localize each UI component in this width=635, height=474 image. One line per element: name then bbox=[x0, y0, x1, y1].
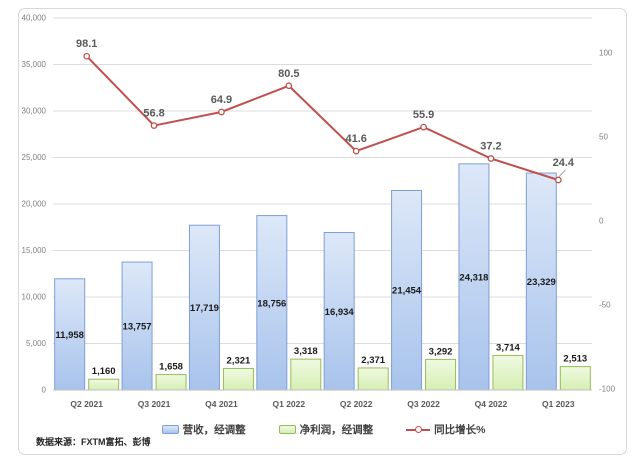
growth-line bbox=[85, 55, 559, 181]
revenue-bar-label: 24,318 bbox=[459, 272, 488, 283]
left-axis-tick: 35,000 bbox=[22, 60, 47, 69]
right-axis-tick: 0 bbox=[599, 217, 604, 226]
legend-label-growth: 同比增长% bbox=[434, 423, 486, 436]
legend-label-revenue: 营收，经调整 bbox=[182, 423, 246, 436]
legend-item-revenue: 营收，经调整 bbox=[161, 422, 246, 437]
line-marker-icon bbox=[406, 425, 431, 434]
legend-label-profit: 净利润，经调整 bbox=[299, 423, 374, 436]
profit-bar-label: 1,658 bbox=[159, 362, 183, 373]
left-axis-tick: 20,000 bbox=[22, 200, 47, 209]
profit-bar-label: 2,513 bbox=[563, 354, 587, 365]
profit-bar-label: 3,714 bbox=[496, 342, 520, 353]
right-axis-tick: -100 bbox=[599, 385, 616, 394]
growth-marker bbox=[150, 122, 158, 129]
right-axis-tick: 100 bbox=[599, 49, 613, 58]
left-axis-tick: 10,000 bbox=[22, 293, 47, 302]
revenue-bar bbox=[525, 172, 557, 391]
growth-label: 24.4 bbox=[553, 157, 575, 169]
category-label: Q4 2022 bbox=[475, 399, 508, 409]
axis-tick-labels: 0 5,000 10,000 15,000 20,000 25,000 30,000 35,0… bbox=[22, 14, 616, 410]
label-leader-line bbox=[558, 169, 566, 178]
profit-bar bbox=[88, 378, 120, 391]
revenue-bar bbox=[54, 278, 86, 391]
profit-bar-label: 2,371 bbox=[361, 355, 385, 366]
revenue-bar bbox=[188, 224, 220, 391]
bar-series bbox=[54, 163, 591, 391]
revenue-bar-label: 17,719 bbox=[190, 303, 219, 314]
source-note: 数据来源：FXTM富拓、彭博 bbox=[36, 437, 151, 447]
data-labels: 11,958 13,757 17,719 18,756 16,934 21,454 24,3… bbox=[55, 38, 587, 377]
growth-marker bbox=[420, 123, 427, 131]
revenue-bar-label: 18,756 bbox=[257, 298, 286, 309]
profit-bar-label: 1,160 bbox=[92, 366, 116, 377]
profit-bar bbox=[492, 354, 524, 391]
revenue-bar-label: 21,454 bbox=[392, 286, 422, 297]
growth-label: 98.1 bbox=[76, 38, 97, 50]
growth-marker bbox=[487, 155, 495, 162]
growth-label: 80.5 bbox=[278, 68, 299, 80]
category-label: Q3 2021 bbox=[138, 399, 171, 409]
category-label: Q3 2022 bbox=[407, 399, 440, 409]
right-axis-tick: 50 bbox=[599, 133, 608, 142]
category-label: Q1 2022 bbox=[273, 399, 306, 409]
revenue-bar bbox=[391, 189, 423, 391]
revenue-bar bbox=[323, 232, 355, 391]
growth-label: 64.9 bbox=[211, 94, 232, 106]
chart-frame: 11,958 13,757 17,719 18,756 16,934 21,454 24,3… bbox=[18, 8, 627, 455]
profit-bar-label: 3,318 bbox=[294, 346, 318, 357]
right-axis-tick: -50 bbox=[599, 301, 611, 310]
revenue-bar-label: 16,934 bbox=[325, 307, 355, 318]
revenue-bar bbox=[256, 215, 288, 391]
profit-bar bbox=[290, 358, 322, 391]
revenue-bar bbox=[458, 163, 490, 391]
growth-marker bbox=[554, 176, 562, 184]
profit-bar bbox=[425, 358, 457, 391]
category-label: Q2 2021 bbox=[70, 399, 103, 409]
growth-label: 56.8 bbox=[143, 108, 164, 120]
category-label: Q2 2022 bbox=[340, 399, 373, 409]
growth-marker bbox=[218, 108, 225, 116]
revenue-swatch-icon bbox=[161, 424, 179, 434]
left-axis-tick: 0 bbox=[42, 386, 47, 395]
growth-marker bbox=[83, 52, 91, 60]
revenue-bar-label: 13,757 bbox=[123, 322, 152, 333]
left-axis-tick: 40,000 bbox=[22, 14, 47, 23]
profit-bar bbox=[222, 367, 254, 391]
profit-swatch-icon bbox=[278, 424, 296, 434]
legend-item-growth: 同比增长% bbox=[406, 422, 485, 437]
category-label: Q4 2021 bbox=[205, 399, 238, 409]
category-label: Q1 2023 bbox=[542, 399, 575, 409]
left-axis-tick: 15,000 bbox=[22, 246, 47, 255]
profit-bar bbox=[155, 374, 187, 391]
left-axis-tick: 30,000 bbox=[22, 107, 47, 116]
growth-marker bbox=[352, 147, 360, 155]
profit-bar-label: 2,321 bbox=[227, 355, 251, 366]
profit-bar-label: 3,292 bbox=[429, 346, 453, 357]
left-axis-tick: 25,000 bbox=[22, 153, 47, 162]
growth-label: 37.2 bbox=[480, 141, 501, 153]
growth-label: 55.9 bbox=[413, 109, 434, 121]
revenue-bar-label: 23,329 bbox=[527, 277, 556, 288]
profit-bar bbox=[559, 366, 591, 391]
profit-bar bbox=[357, 367, 389, 391]
revenue-bar-label: 11,958 bbox=[55, 330, 84, 341]
growth-marker bbox=[285, 82, 293, 90]
legend-item-profit: 净利润，经调整 bbox=[278, 422, 374, 437]
growth-label: 41.6 bbox=[345, 133, 366, 145]
growth-line-series bbox=[83, 52, 566, 184]
chart-legend: 营收，经调整 净利润，经调整 同比增长% bbox=[19, 421, 628, 437]
left-axis-tick: 5,000 bbox=[26, 339, 47, 348]
